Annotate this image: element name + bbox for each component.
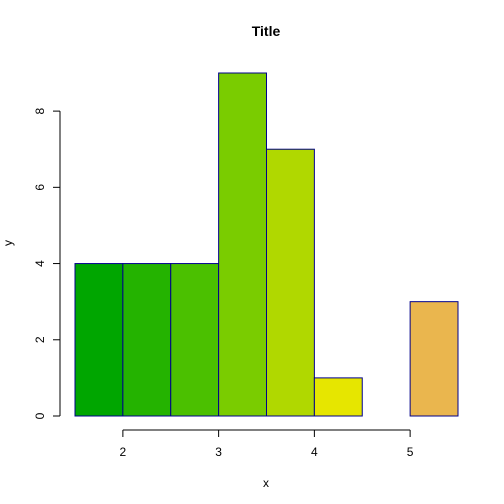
x-tick-label-3: 5 [407,445,414,459]
y-tick-label-2: 4 [33,260,47,267]
y-axis-label: y [1,240,15,246]
bar-4 [266,148,315,417]
y-tick-label-0: 0 [33,412,47,419]
bar-5 [313,377,363,417]
y-tick-label-4: 8 [33,107,47,114]
y-tick-label-1: 2 [33,336,47,343]
x-axis: 2 3 4 5 [120,429,414,459]
chart-title: Title [252,23,281,39]
x-tick-label-0: 2 [120,445,127,459]
y-axis: 0 2 4 6 8 [33,107,61,419]
x-tick-label-2: 4 [311,445,318,459]
x-tick-label-1: 3 [215,445,222,459]
bar-2 [170,263,220,417]
bar-7 [409,301,459,417]
x-axis-label: x [263,476,269,490]
bar-0 [74,263,124,417]
bars-group [74,72,459,417]
y-tick-label-3: 6 [33,184,47,191]
bar-1 [122,263,172,417]
bar-3 [218,72,267,417]
